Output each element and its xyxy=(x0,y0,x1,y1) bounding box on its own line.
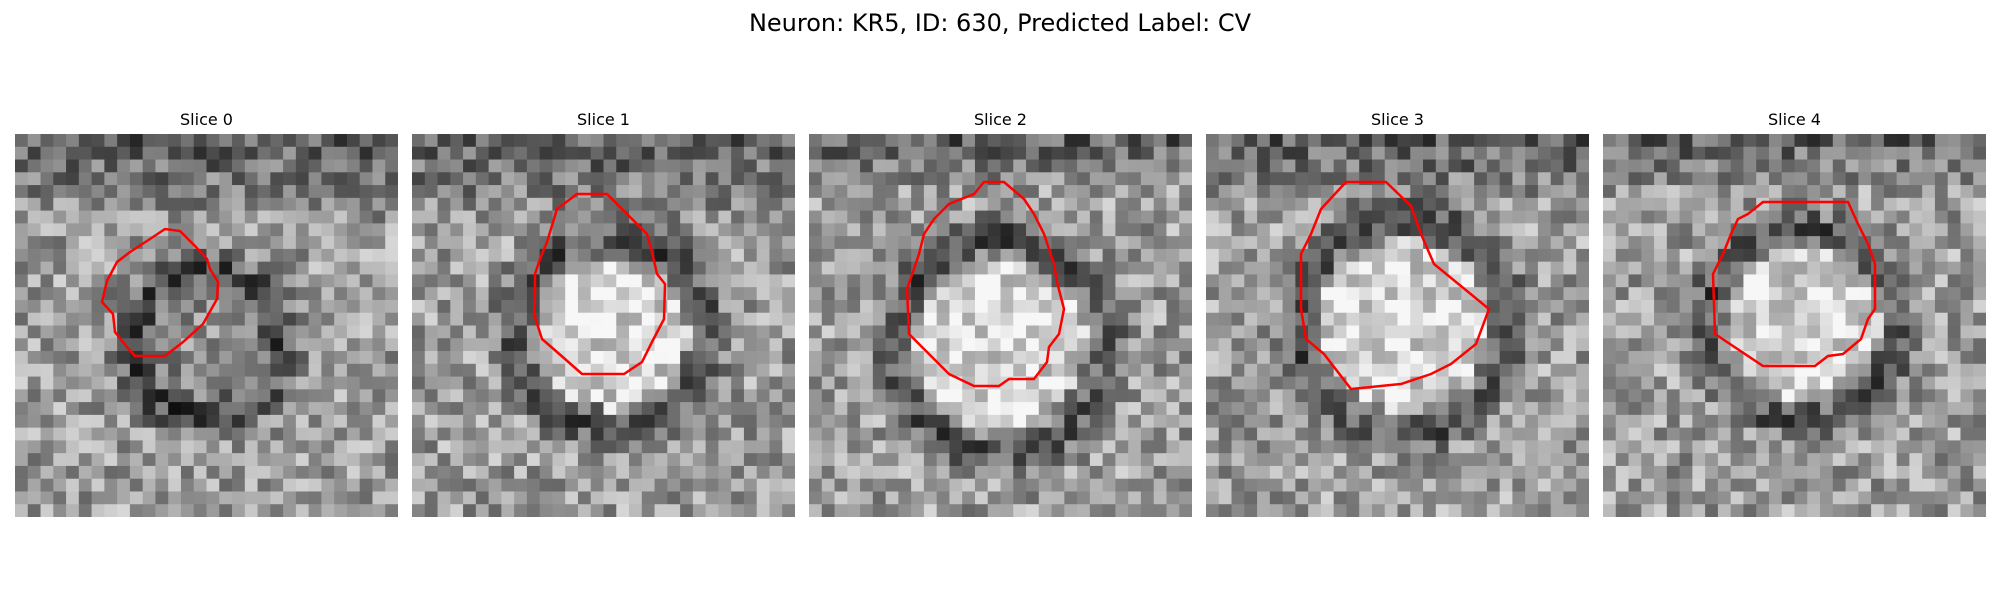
slice-image-2 xyxy=(809,134,1192,517)
slice-image-0 xyxy=(15,134,398,517)
slice-title-1: Slice 1 xyxy=(577,110,630,129)
grayscale-microscopy-pixels xyxy=(1206,134,1589,517)
slice-image-svg-2 xyxy=(809,134,1192,517)
slice-title-4: Slice 4 xyxy=(1768,110,1821,129)
segmentation-contour xyxy=(100,227,220,358)
slice-panel-3: Slice 3 xyxy=(1206,110,1589,517)
slice-title-0: Slice 0 xyxy=(180,110,233,129)
slice-image-svg-4 xyxy=(1603,134,1986,517)
slice-image-svg-1 xyxy=(412,134,795,517)
slice-image-1 xyxy=(412,134,795,517)
slice-title-2: Slice 2 xyxy=(974,110,1027,129)
segmentation-contour xyxy=(532,192,667,376)
grayscale-microscopy-pixels xyxy=(15,134,398,517)
grayscale-microscopy-pixels xyxy=(412,134,795,517)
slice-panel-1: Slice 1 xyxy=(412,110,795,517)
slice-image-3 xyxy=(1206,134,1589,517)
segmentation-contour xyxy=(905,180,1066,388)
figure-title: Neuron: KR5, ID: 630, Predicted Label: C… xyxy=(748,9,1252,37)
segmentation-contour xyxy=(1711,200,1877,368)
slice-panel-0: Slice 0 xyxy=(15,110,398,517)
slice-image-svg-3 xyxy=(1206,134,1589,517)
slice-image-svg-0 xyxy=(15,134,398,517)
grayscale-microscopy-pixels xyxy=(809,134,1192,517)
grayscale-microscopy-pixels xyxy=(1603,134,1986,517)
slice-panel-4: Slice 4 xyxy=(1603,110,1986,517)
segmentation-contour xyxy=(1299,180,1491,391)
slice-panel-2: Slice 2 xyxy=(809,110,1192,517)
slice-image-4 xyxy=(1603,134,1986,517)
slice-title-3: Slice 3 xyxy=(1371,110,1424,129)
